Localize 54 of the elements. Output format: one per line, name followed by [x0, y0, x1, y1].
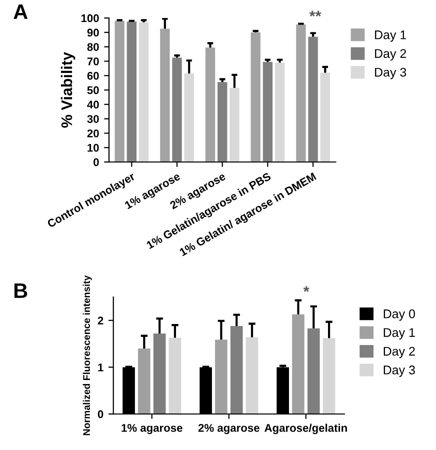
y-tick-label: 0: [98, 410, 104, 418]
legend-label: Day 3: [384, 366, 415, 377]
bar: [218, 82, 228, 162]
y-tick-label: 0: [94, 158, 99, 166]
legend-label: Day 3: [375, 68, 406, 80]
legend-label: Day 2: [375, 49, 406, 60]
y-axis-title: Normalized Fluorescence intensity: [82, 275, 92, 436]
bar: [230, 88, 240, 162]
bar: [308, 36, 318, 162]
bar: [296, 24, 306, 162]
bar: [262, 62, 273, 162]
y-tick-label: 20: [87, 129, 99, 138]
bar: [114, 20, 124, 162]
x-tick-label: 2% agarose: [198, 424, 260, 434]
legend-label: Day 1: [375, 30, 406, 42]
y-tick-label: 1: [98, 364, 104, 372]
bar: [230, 326, 243, 414]
legend-label: Day 0: [384, 309, 415, 321]
y-tick-label: 60: [87, 72, 99, 80]
text: *: [303, 286, 310, 292]
bar: [250, 32, 260, 162]
bar: [172, 58, 182, 162]
bar: [215, 340, 228, 414]
bar: [153, 334, 166, 414]
bar: [138, 22, 149, 162]
bar: [246, 337, 258, 414]
bar: [307, 328, 320, 414]
bar: [160, 28, 170, 162]
legend-label: Day 2: [384, 346, 415, 358]
bar: [292, 314, 304, 414]
x-tick-label: Agarose/gelatin: [264, 424, 347, 434]
y-tick-label: 40: [87, 100, 99, 109]
y-tick-label: 70: [87, 57, 99, 66]
bar: [184, 73, 194, 162]
chart-title: B: [14, 284, 28, 298]
x-tick-label: 1% agarose: [122, 424, 182, 434]
y-axis-title: % Viability: [60, 52, 76, 128]
y-tick-label: 90: [87, 28, 99, 37]
y-tick-label: 100: [81, 14, 99, 22]
chart-title: A: [14, 4, 28, 19]
bar: [274, 62, 285, 162]
bar: [168, 338, 182, 414]
legend-label: Day 1: [384, 328, 415, 340]
bar: [322, 338, 336, 414]
y-tick-label: 10: [88, 144, 99, 152]
bar: [320, 72, 330, 162]
bar: [138, 348, 150, 414]
y-tick-label: 2: [98, 316, 104, 324]
y-tick-label: 50: [87, 86, 99, 94]
text: **: [309, 10, 322, 16]
y-tick-label: 80: [87, 43, 99, 51]
bar: [205, 48, 216, 162]
bar: [126, 22, 137, 162]
y-tick-label: 30: [87, 115, 99, 123]
